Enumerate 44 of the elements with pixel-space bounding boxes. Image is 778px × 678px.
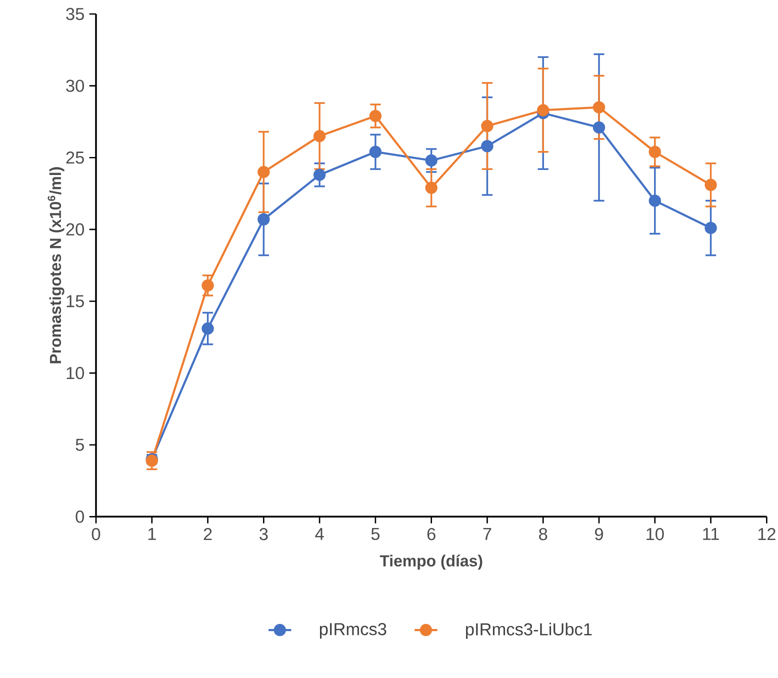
y-tick-label: 30 xyxy=(66,80,84,92)
x-tick-label: 10 xyxy=(646,528,664,540)
legend-label: pIRmcs3-LiUbc1 xyxy=(466,622,592,639)
y-tick-label: 35 xyxy=(66,8,84,20)
point xyxy=(369,110,382,122)
point xyxy=(481,120,494,132)
point xyxy=(481,140,494,152)
point xyxy=(704,178,717,192)
x-tick-label: 12 xyxy=(758,528,776,540)
x-tick-label: 11 xyxy=(703,528,719,540)
point xyxy=(369,146,382,158)
x-tick-label: 1 xyxy=(148,528,156,540)
x-tick-label: 7 xyxy=(483,528,492,540)
point xyxy=(425,154,438,167)
x-tick-label: 5 xyxy=(371,528,380,540)
y-tick-label: 0 xyxy=(76,510,84,523)
point xyxy=(425,182,438,194)
point xyxy=(258,213,270,226)
y-tick-label: 15 xyxy=(66,295,84,308)
y-axis-title: Promastigotes N (x10$^{6}$/ml) xyxy=(48,167,64,364)
point xyxy=(648,194,662,207)
y-tick-label: 25 xyxy=(66,152,84,164)
x-tick-label: 8 xyxy=(539,528,548,540)
y-tick-label: 5 xyxy=(76,438,84,451)
y-tick-label: 20 xyxy=(66,223,84,236)
x-tick-label: 0 xyxy=(92,528,100,540)
y-tick-label: 10 xyxy=(66,366,84,380)
x-tick-label: 6 xyxy=(427,528,436,540)
point xyxy=(258,166,270,178)
x-tick-label: 2 xyxy=(204,528,212,540)
x-tick-label: 3 xyxy=(260,528,268,540)
point xyxy=(313,168,326,181)
point xyxy=(592,121,606,134)
point xyxy=(537,104,550,116)
point xyxy=(704,222,717,234)
point xyxy=(313,130,326,142)
point xyxy=(592,101,606,114)
point xyxy=(648,146,662,158)
point xyxy=(202,322,214,335)
x-tick-label: 9 xyxy=(595,528,603,540)
legend-label: pIRmcs3 xyxy=(320,623,386,639)
x-axis-title: Tiempo (días) xyxy=(380,554,482,570)
x-tick-label: 4 xyxy=(315,528,324,540)
point xyxy=(202,279,214,292)
